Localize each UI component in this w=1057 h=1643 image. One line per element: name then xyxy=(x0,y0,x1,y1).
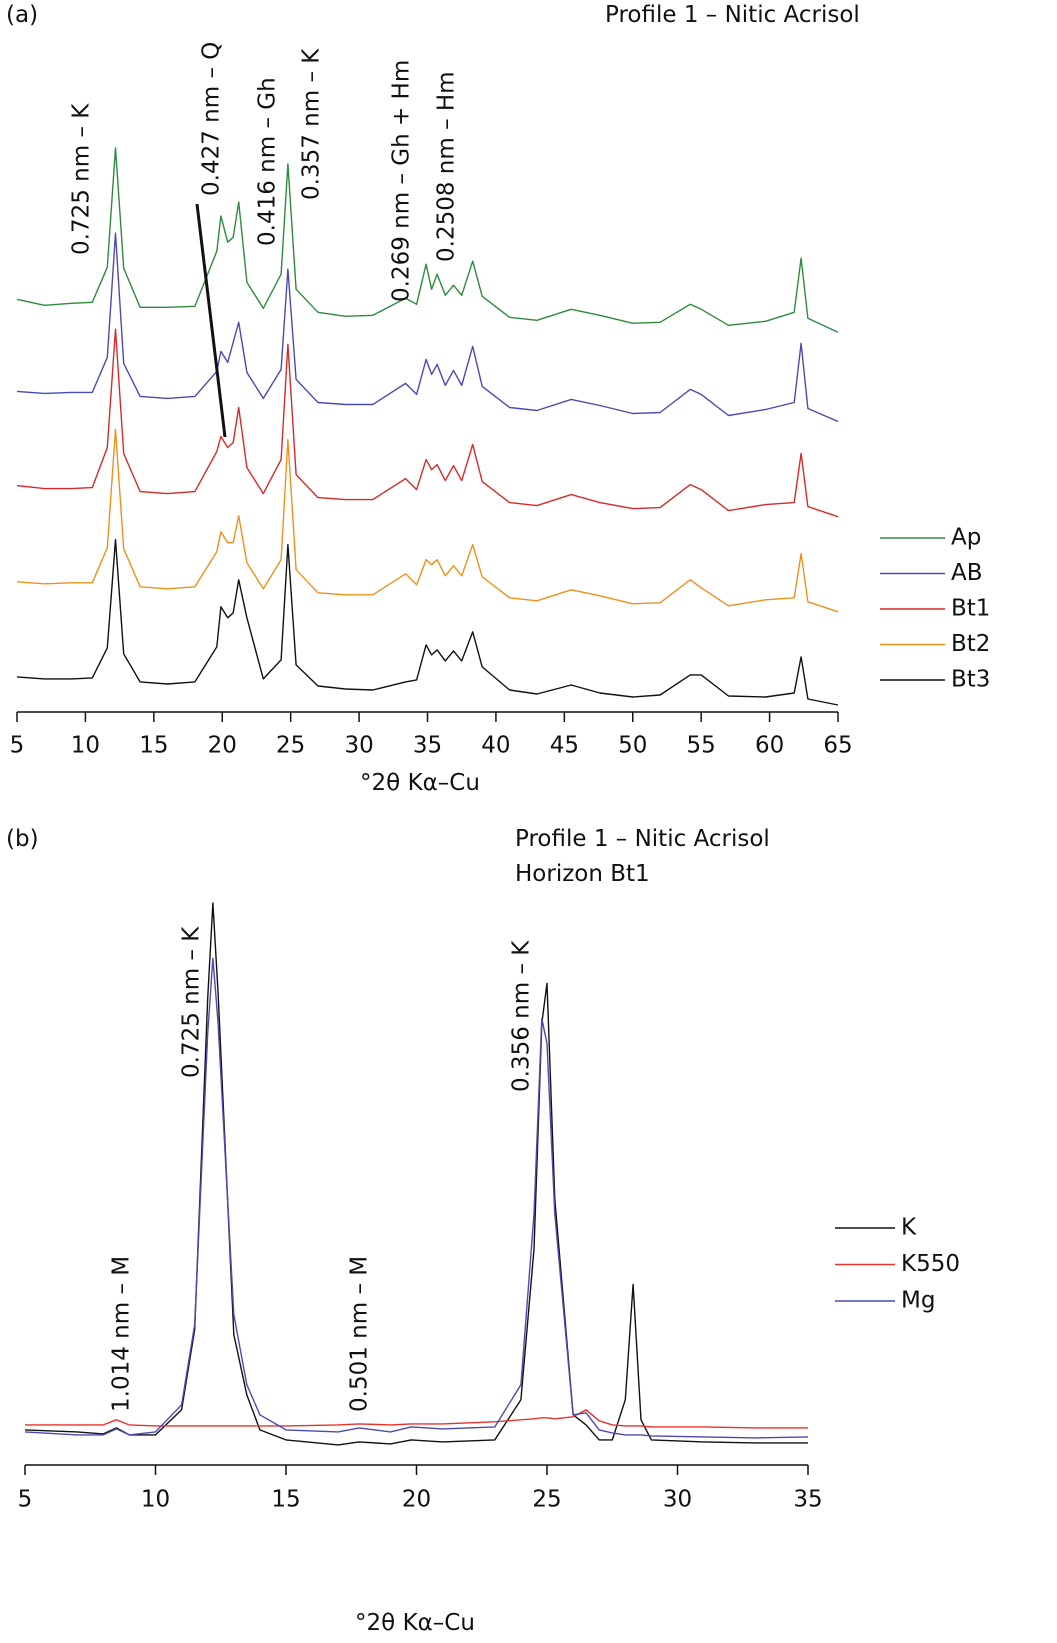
annotation-leader xyxy=(195,203,227,438)
x-tick-label: 45 xyxy=(550,733,579,759)
x-axis-label: °2θ Kα–Cu xyxy=(355,1610,475,1636)
x-tick-label: 65 xyxy=(823,733,852,759)
panel-label: (b) xyxy=(6,826,39,852)
x-tick-label: 10 xyxy=(141,1487,170,1513)
series-line xyxy=(24,902,808,1446)
series-line xyxy=(24,957,809,1439)
x-tick-label: 20 xyxy=(208,733,237,759)
annotation: 0.269 nm – Gh + Hm xyxy=(389,60,415,302)
x-tick-label: 20 xyxy=(402,1487,431,1513)
legend-label: Bt1 xyxy=(951,596,990,622)
annotation: 0.427 nm – Q xyxy=(199,42,225,196)
x-axis-label: °2θ Kα–Cu xyxy=(360,770,480,796)
annotation: 1.014 nm – M xyxy=(109,1256,135,1412)
legend-label: Mg xyxy=(901,1288,935,1314)
series-line xyxy=(16,232,839,423)
legend-label: K550 xyxy=(901,1251,960,1277)
x-tick-label: 30 xyxy=(663,1487,692,1513)
annotation: 0.356 nm – K xyxy=(509,940,535,1092)
series-line xyxy=(16,539,839,706)
x-tick-label: 40 xyxy=(481,733,510,759)
legend-label: Ap xyxy=(951,525,981,551)
series-line xyxy=(16,428,839,613)
x-tick-label: 15 xyxy=(271,1487,300,1513)
x-tick-label: 10 xyxy=(71,733,100,759)
series-line xyxy=(16,147,839,333)
panel-label: (a) xyxy=(6,2,38,28)
legend-label: Bt2 xyxy=(951,631,990,657)
x-tick-label: 25 xyxy=(276,733,305,759)
legend-label: AB xyxy=(951,560,983,586)
annotation: 0.725 nm – K xyxy=(69,103,95,255)
annotation: 0.357 nm – K xyxy=(299,48,325,200)
annotation: 0.725 nm – K xyxy=(179,926,205,1078)
annotation: 0.416 nm – Gh xyxy=(255,77,281,246)
chart-title: Profile 1 – Nitic Acrisol xyxy=(605,2,860,28)
annotation: 0.2508 nm – Hm xyxy=(434,71,460,262)
x-tick-label: 15 xyxy=(139,733,168,759)
x-tick-label: 5 xyxy=(10,733,25,759)
x-tick-label: 30 xyxy=(344,733,373,759)
legend-label: K xyxy=(901,1215,917,1241)
series-line xyxy=(16,328,839,518)
chart-title: Profile 1 – Nitic Acrisol xyxy=(515,826,770,852)
x-tick-label: 5 xyxy=(18,1487,33,1513)
series-line xyxy=(25,1409,808,1429)
x-tick-label: 55 xyxy=(687,733,716,759)
x-tick-label: 35 xyxy=(413,733,442,759)
x-tick-label: 60 xyxy=(755,733,784,759)
x-tick-label: 50 xyxy=(618,733,647,759)
x-tick-label: 35 xyxy=(793,1487,822,1513)
chart-subtitle: Horizon Bt1 xyxy=(515,861,650,887)
x-tick-label: 25 xyxy=(532,1487,561,1513)
annotation: 0.501 nm – M xyxy=(347,1256,373,1412)
legend-label: Bt3 xyxy=(951,667,990,693)
